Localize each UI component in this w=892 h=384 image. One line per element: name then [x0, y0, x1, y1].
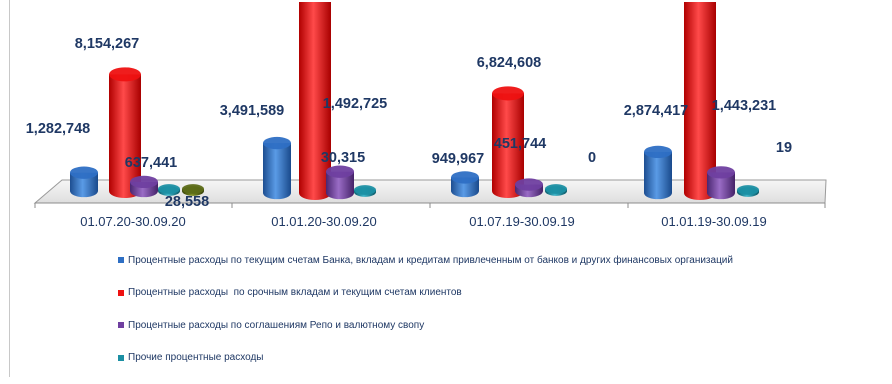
data-label: 0	[588, 150, 596, 166]
bar	[737, 185, 759, 197]
bar	[354, 185, 376, 197]
legend-item: Процентные расходы по соглашениям Репо и…	[118, 319, 858, 331]
legend-label: Процентные расходы по текущим счетам Бан…	[128, 254, 733, 266]
data-label: 2,874,417	[624, 103, 689, 119]
data-label: 30,315	[321, 150, 365, 166]
data-label: 19	[776, 140, 792, 156]
category-label: 01.07.19-30.09.19	[469, 214, 575, 229]
data-label: 3,491,589	[220, 103, 285, 119]
legend-label: Процентные расходы по соглашениям Репо и…	[128, 319, 425, 331]
data-label: 451,744	[494, 136, 546, 152]
data-label: 1,443,231	[712, 98, 777, 114]
bar	[451, 171, 479, 198]
category-label: 01.01.19-30.09.19	[661, 214, 767, 229]
legend-item: Процентные расходы по текущим счетам Бан…	[118, 254, 858, 266]
bar	[707, 166, 735, 200]
bar	[70, 166, 98, 198]
legend-label: Прочие процентные расходы	[128, 352, 264, 363]
data-label: 637,441	[125, 155, 177, 171]
bar	[299, 2, 331, 201]
bar	[545, 184, 567, 196]
legend-item: Прочие процентные расходы	[118, 352, 858, 364]
bar	[644, 145, 672, 200]
data-label: 28,558	[165, 194, 209, 210]
bar	[109, 67, 141, 199]
legend-label: Процентные расходы по срочным вкладам и …	[128, 287, 462, 298]
legend-swatch	[118, 289, 124, 296]
data-label: 1,492,725	[323, 96, 388, 112]
data-label: 949,967	[432, 151, 484, 167]
legend-swatch	[118, 257, 124, 263]
left-border	[9, 0, 10, 377]
bar	[130, 175, 158, 198]
legend-swatch	[118, 322, 124, 328]
bar	[182, 184, 204, 196]
data-label: 6,824,608	[477, 55, 542, 71]
data-label: 1,282,748	[26, 121, 91, 137]
bar	[515, 178, 543, 198]
category-label: 01.01.20-30.09.20	[271, 214, 377, 229]
legend-swatch	[118, 354, 124, 361]
bar	[263, 136, 291, 200]
legend-item: Процентные расходы по срочным вкладам и …	[118, 287, 858, 299]
data-label: 8,154,267	[75, 36, 140, 52]
bar	[326, 165, 354, 200]
legend: Процентные расходы по текущим счетам Бан…	[118, 254, 858, 384]
category-label: 01.07.20-30.09.20	[80, 214, 186, 229]
bar	[492, 86, 524, 199]
bar	[158, 184, 180, 196]
